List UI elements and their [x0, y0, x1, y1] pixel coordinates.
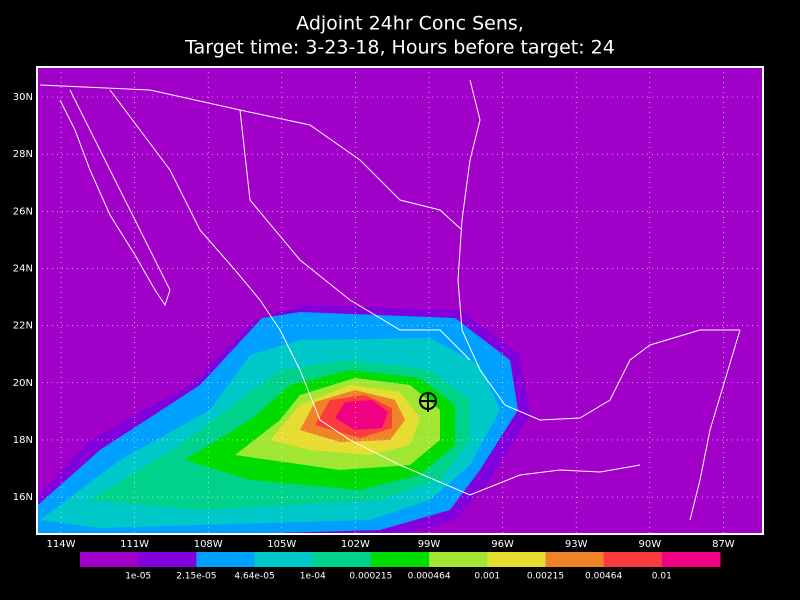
axis-labels: 30N 28N 26N 24N 22N 20N 18N 16N 114W 111W 108W 105W…: [13, 92, 735, 550]
border-states: [239, 109, 471, 361]
map-frame: [36, 66, 764, 535]
gulf-coast: [457, 79, 740, 421]
lat-label: 26N: [13, 206, 33, 217]
colorbar-label: 1e-05: [125, 572, 151, 582]
colorbar-label: 4.64e-05: [234, 572, 274, 582]
colorbar-box: [138, 552, 197, 567]
lon-label: 105W: [267, 539, 296, 550]
lat-label: 16N: [13, 492, 33, 503]
lon-label: 114W: [47, 539, 76, 550]
title-line-2: Target time: 3-23-18, Hours before targe…: [184, 37, 615, 59]
lon-label: 90W: [638, 539, 661, 550]
contours: [37, 305, 530, 534]
lat-label: 22N: [13, 321, 33, 332]
colorbar-box: [312, 552, 372, 567]
colorbar-label: 0.001: [474, 572, 500, 582]
contour: [335, 400, 388, 430]
colorbar-label: 1e-04: [300, 572, 326, 582]
target-marker: [419, 392, 437, 412]
colorbar-box: [487, 552, 546, 567]
colorbar-box: [196, 552, 256, 567]
title-line-1: Adjoint 24hr Conc Sens,: [296, 13, 524, 35]
baja-coast: [59, 89, 171, 307]
colorbar-box: [429, 552, 488, 567]
colorbar-box: [80, 552, 139, 567]
lat-label: 30N: [13, 92, 33, 103]
lon-label: 93W: [565, 539, 588, 550]
lon-label: 108W: [194, 539, 223, 550]
lon-label: 111W: [120, 539, 149, 550]
lon-label: 87W: [712, 539, 735, 550]
lon-label: 102W: [341, 539, 370, 550]
colorbar: 1e-05 2.15e-05 4.64e-05 1e-04 0.000215 0.0004…: [80, 552, 721, 582]
yucatan-coast: [689, 329, 741, 521]
colorbar-label: 0.00464: [585, 572, 622, 582]
colorbar-label: 0.000464: [408, 572, 451, 582]
lon-label: 96W: [491, 539, 514, 550]
lat-label: 28N: [13, 149, 33, 160]
colorbar-label: 0.000215: [349, 572, 392, 582]
lon-label: 99W: [418, 539, 441, 550]
colorbar-box: [661, 552, 721, 567]
coastlines: [39, 79, 741, 521]
lat-label: 18N: [13, 435, 33, 446]
border-us: [39, 84, 463, 231]
colorbar-label: 0.00215: [527, 572, 564, 582]
colorbar-box: [370, 552, 430, 567]
colorbar-box: [603, 552, 663, 567]
colorbar-box: [545, 552, 605, 567]
lat-label: 24N: [13, 263, 33, 274]
colorbar-label: 2.15e-05: [176, 572, 216, 582]
lat-label: 20N: [13, 378, 33, 389]
pacific-coast: [109, 89, 641, 496]
colorbar-box: [254, 552, 314, 567]
colorbar-label: 0.01: [652, 572, 672, 582]
